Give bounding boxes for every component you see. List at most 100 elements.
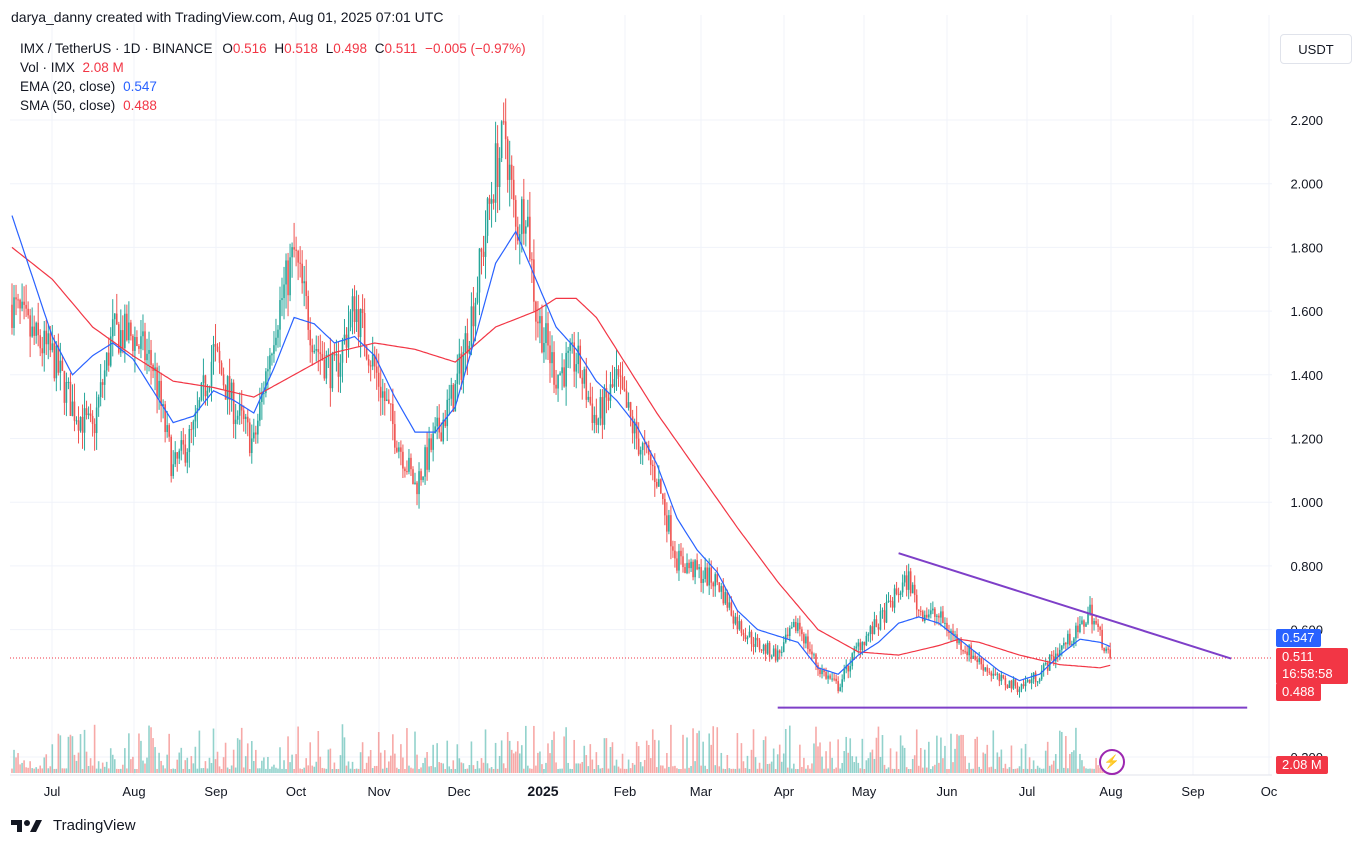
x-tick-label: Oc	[1261, 784, 1278, 799]
candle-body	[730, 602, 733, 616]
volume-bar	[819, 742, 821, 773]
candle-body	[146, 353, 148, 361]
candle-body	[807, 636, 809, 650]
volume-bar	[579, 763, 582, 773]
volume-bar	[877, 726, 880, 773]
candle-body	[950, 630, 952, 633]
candle-body	[257, 420, 259, 435]
volume-bar	[956, 734, 958, 773]
currency-button[interactable]: USDT	[1280, 34, 1352, 64]
volume-bar	[152, 738, 154, 773]
volume-bar	[672, 766, 674, 773]
candle-body	[738, 621, 741, 630]
candle-body	[734, 616, 737, 624]
volume-bar	[658, 740, 660, 773]
candle-body	[109, 336, 112, 366]
volume-bar	[585, 755, 588, 773]
candle-body	[115, 313, 118, 325]
legend-ema-row[interactable]: EMA (20, close) 0.547	[20, 77, 526, 96]
candle-body	[1024, 681, 1027, 687]
volume-bar	[527, 765, 529, 773]
candle-body	[758, 640, 761, 650]
volume-bar	[807, 765, 809, 773]
volume-bar	[549, 753, 551, 773]
legend-sma-row[interactable]: SMA (50, close) 0.488	[20, 96, 526, 115]
volume-bar	[97, 761, 100, 773]
volume-bar	[361, 742, 364, 773]
volume-bar	[982, 752, 985, 773]
candle-body	[601, 397, 604, 425]
volume-bar	[986, 744, 989, 773]
volume-bar	[259, 768, 261, 773]
candle-body	[819, 669, 821, 675]
candle-body	[51, 343, 54, 351]
volume-bar	[932, 766, 934, 773]
volume-bar	[45, 754, 48, 773]
legend-volume-row[interactable]: Vol · IMX 2.08 M	[20, 58, 526, 77]
volume-bar	[645, 740, 648, 773]
candle-body	[148, 350, 150, 354]
volume-bar	[909, 769, 912, 773]
volume-bar	[412, 768, 414, 773]
volume-bar	[478, 768, 481, 773]
candle-body	[621, 377, 624, 389]
volume-bar	[776, 754, 779, 773]
candle-body	[911, 584, 914, 594]
candle-body	[938, 615, 940, 618]
volume-bar	[81, 768, 84, 773]
candle-body	[956, 634, 958, 644]
volume-bar	[103, 766, 106, 773]
volume-bar	[994, 768, 997, 773]
flash-icon[interactable]: ⚡	[1099, 749, 1125, 775]
volume-bar	[218, 766, 221, 773]
candle-body	[774, 648, 777, 661]
candle-body	[829, 675, 831, 679]
volume-bar	[817, 746, 819, 773]
volume-bar	[863, 769, 866, 773]
volume-bar	[130, 759, 132, 773]
candle-body	[103, 370, 106, 385]
candle-body	[875, 619, 878, 628]
volume-bar	[446, 740, 449, 773]
volume-bar	[43, 757, 46, 773]
candle-body	[458, 353, 461, 374]
candle-body	[234, 419, 237, 425]
volume-bar	[631, 763, 634, 773]
candle-body	[523, 199, 525, 234]
candle-body	[218, 350, 221, 363]
candle-body	[1085, 623, 1087, 627]
candle-body	[827, 675, 829, 679]
volume-bar	[498, 755, 501, 773]
candle-body	[811, 651, 813, 655]
candle-body	[448, 398, 451, 400]
candle-body	[803, 634, 805, 644]
volume-bar	[504, 768, 507, 773]
volume-bar	[786, 767, 789, 773]
candle-body	[337, 354, 340, 377]
candle-body	[855, 646, 858, 649]
candle-body	[903, 575, 906, 583]
volume-bar	[591, 759, 594, 773]
candle-body	[799, 622, 801, 630]
volume-bar	[627, 759, 630, 773]
candle-body	[122, 330, 124, 349]
volume-bar	[99, 768, 102, 773]
candle-body	[591, 403, 594, 423]
volume-bar	[53, 768, 56, 773]
volume-bar	[365, 762, 368, 773]
x-tick-label: Aug	[1099, 784, 1122, 799]
volume-bar	[474, 768, 477, 773]
candle-body	[611, 384, 614, 387]
volume-bar	[958, 735, 960, 773]
candle-body	[1000, 675, 1003, 682]
volume-bar	[496, 768, 499, 773]
legend-ohlc-row[interactable]: IMX / TetherUS · 1D · BINANCE O0.516 H0.…	[20, 39, 526, 58]
volume-bar	[1083, 766, 1085, 773]
y-tick-label: 1.000	[1290, 495, 1323, 510]
volume-bar	[696, 733, 698, 773]
volume-bar	[772, 748, 775, 773]
tradingview-logo[interactable]: TradingView	[11, 817, 136, 834]
candle-body	[327, 354, 330, 356]
volume-bar	[265, 768, 267, 773]
